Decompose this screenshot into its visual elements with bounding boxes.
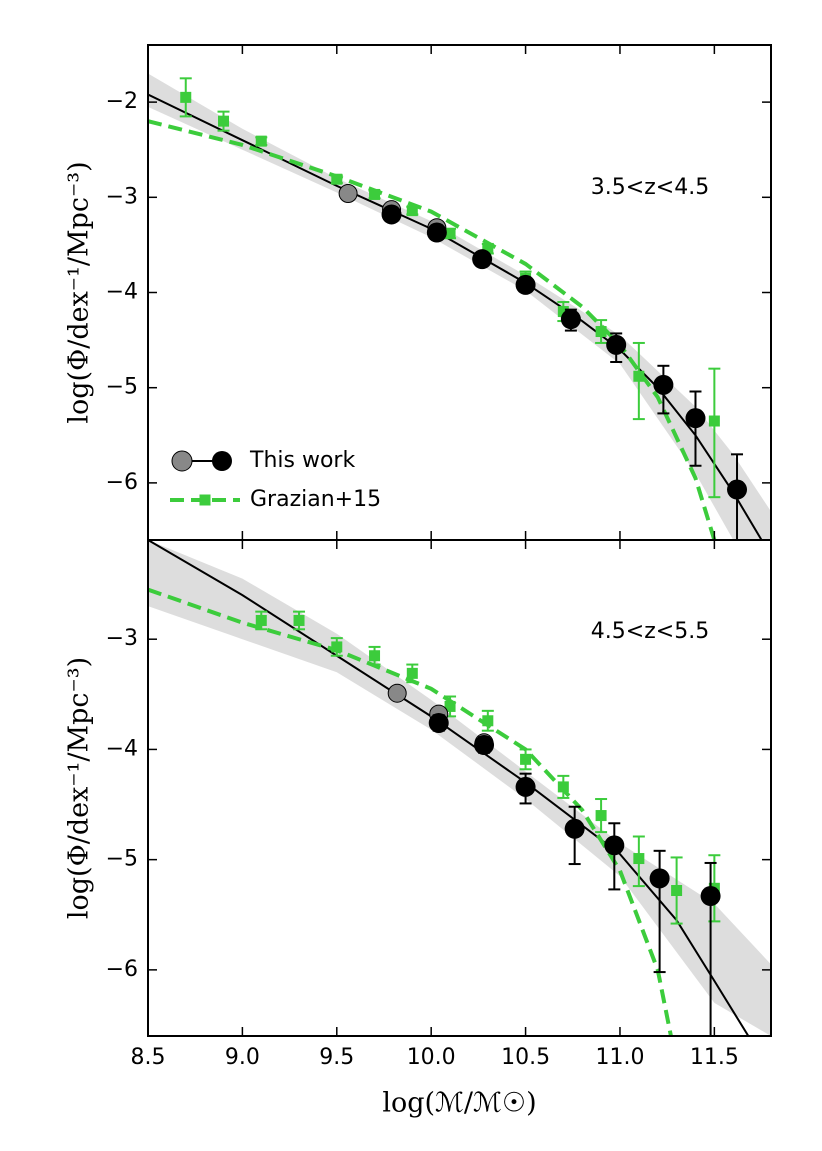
data-point bbox=[472, 249, 493, 270]
x-tick-label: 9.5 bbox=[319, 1045, 354, 1070]
data-point bbox=[520, 753, 532, 765]
annotation: 3.5<z<4.5 bbox=[591, 175, 709, 200]
secondary-point bbox=[338, 184, 358, 203]
data-point bbox=[406, 205, 418, 217]
data-point bbox=[331, 173, 343, 185]
data-point bbox=[218, 115, 230, 127]
data-point bbox=[671, 885, 683, 897]
data-point bbox=[482, 715, 494, 727]
plot-area bbox=[148, 73, 771, 540]
data-point bbox=[331, 641, 343, 653]
data-point bbox=[633, 370, 645, 382]
plot-area bbox=[148, 540, 771, 1036]
axes-frame bbox=[147, 539, 772, 1037]
x-axis-label: log(ℳ/ℳ☉) bbox=[382, 1088, 536, 1119]
confidence-band bbox=[148, 540, 771, 1036]
data-point bbox=[255, 614, 267, 626]
y-tick-label: −5 bbox=[106, 375, 138, 400]
data-point bbox=[426, 222, 447, 243]
x-tick-label: 9.0 bbox=[225, 1045, 260, 1070]
data-point bbox=[474, 735, 495, 756]
data-point bbox=[515, 776, 536, 797]
data-point bbox=[428, 712, 449, 733]
axes-frame bbox=[147, 44, 772, 541]
data-point bbox=[649, 868, 670, 889]
legend-marker bbox=[199, 494, 211, 506]
x-tick-label: 8.5 bbox=[131, 1045, 166, 1070]
y-tick-label: −4 bbox=[106, 736, 138, 761]
data-point bbox=[180, 91, 192, 103]
data-point bbox=[708, 415, 720, 427]
y-tick-label: −3 bbox=[106, 626, 138, 651]
y-tick-label: −6 bbox=[106, 470, 138, 495]
data-point bbox=[406, 667, 418, 679]
data-point bbox=[604, 835, 625, 856]
data-point bbox=[369, 650, 381, 662]
data-point bbox=[482, 243, 494, 255]
data-point bbox=[557, 306, 569, 318]
data-point bbox=[727, 479, 748, 500]
annotation: 4.5<z<5.5 bbox=[591, 619, 709, 644]
y-axis-label: log(Φ/dex⁻¹/Mpc⁻³) bbox=[64, 161, 95, 423]
y-tick-label: −2 bbox=[106, 89, 138, 114]
data-point bbox=[564, 818, 585, 839]
fit-line bbox=[148, 587, 673, 1036]
y-axis-label: log(Φ/dex⁻¹/Mpc⁻³) bbox=[64, 657, 95, 919]
legend-marker bbox=[171, 450, 193, 472]
legend-label: Grazian+15 bbox=[250, 487, 381, 512]
data-point bbox=[606, 334, 627, 355]
data-point bbox=[685, 408, 706, 429]
data-point bbox=[595, 326, 607, 338]
x-tick-label: 11.5 bbox=[690, 1045, 739, 1070]
data-point bbox=[560, 309, 581, 330]
data-point bbox=[255, 135, 267, 147]
legend-marker bbox=[212, 451, 232, 471]
y-tick-label: −6 bbox=[106, 957, 138, 982]
data-point bbox=[557, 781, 569, 793]
x-tick-label: 10.5 bbox=[501, 1045, 550, 1070]
fit-line bbox=[148, 119, 717, 540]
data-point bbox=[293, 614, 305, 626]
y-tick-label: −3 bbox=[106, 184, 138, 209]
data-point bbox=[653, 374, 674, 395]
data-point bbox=[515, 274, 536, 295]
data-point bbox=[700, 886, 721, 907]
data-point bbox=[595, 810, 607, 822]
data-point bbox=[444, 227, 456, 239]
y-tick-label: −5 bbox=[106, 847, 138, 872]
x-tick-label: 10.0 bbox=[407, 1045, 456, 1070]
data-point bbox=[381, 204, 402, 225]
fit-line bbox=[148, 93, 763, 540]
x-tick-label: 11.0 bbox=[595, 1045, 644, 1070]
data-point bbox=[633, 853, 645, 865]
data-point bbox=[444, 700, 456, 712]
legend-label: This work bbox=[249, 448, 355, 473]
secondary-point bbox=[387, 683, 407, 703]
y-tick-label: −4 bbox=[106, 280, 138, 305]
data-point bbox=[369, 188, 381, 200]
confidence-band bbox=[148, 73, 771, 540]
